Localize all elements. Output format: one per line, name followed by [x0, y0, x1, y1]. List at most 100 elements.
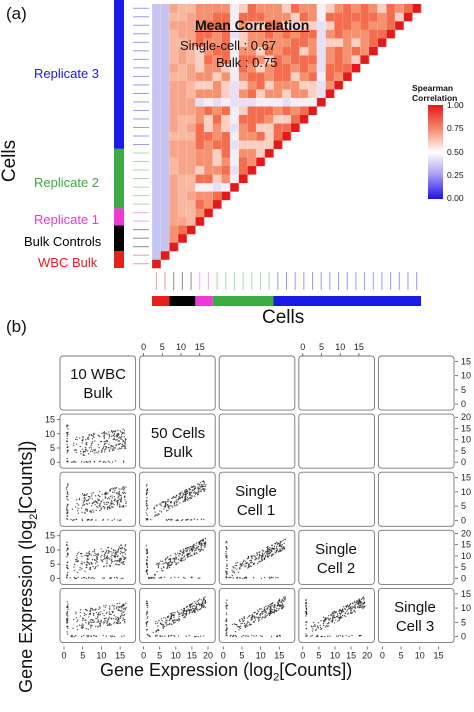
scatter-point — [80, 507, 83, 509]
heatmap-cell — [221, 182, 231, 192]
scatter-point — [166, 556, 169, 558]
heatmap-cell — [334, 12, 344, 22]
scatter-point — [122, 577, 124, 580]
scatter-point — [112, 635, 114, 637]
scatter-point — [273, 548, 276, 550]
scatter-point — [99, 624, 101, 626]
scatter-point — [148, 577, 151, 579]
scatter-point — [146, 497, 148, 499]
scatter-point — [107, 501, 109, 504]
scatter-point — [66, 440, 68, 442]
scatter-point — [237, 625, 240, 628]
diag-label-line: Cell 1 — [236, 502, 276, 519]
tick-label: 5 — [239, 651, 244, 661]
scatter-point — [264, 615, 267, 618]
legend-tick-050: 0.50 — [447, 147, 464, 157]
heatmap-cell — [195, 140, 205, 150]
diag-label-line: 50 Cells — [150, 425, 206, 442]
tick-label: 5 — [461, 562, 466, 572]
y-axis-sub: 2 — [27, 513, 40, 520]
scatter-point — [181, 491, 183, 493]
scatter-point — [119, 622, 121, 625]
scatter-point — [108, 449, 111, 451]
scatter-point — [363, 601, 365, 604]
scatter-point — [97, 552, 99, 555]
scatter-point — [117, 618, 120, 620]
scatter-point — [66, 495, 68, 498]
scatter-point — [99, 623, 102, 625]
scatter-point — [114, 563, 117, 566]
scatter-point — [122, 486, 124, 489]
scatter-point — [85, 564, 88, 566]
scatter-point — [103, 493, 106, 495]
scatter-point — [277, 609, 280, 611]
x-axis-end: [Counts]) — [279, 660, 353, 680]
scatter-point — [340, 612, 342, 615]
scatter-point — [199, 485, 201, 487]
scatter-point — [225, 624, 227, 626]
heatmap-cell — [195, 174, 205, 184]
scatter-point — [204, 546, 206, 548]
scatter-point — [246, 622, 249, 624]
scatter-point — [283, 600, 285, 602]
scatter-point — [102, 577, 104, 579]
heatmap-cell — [221, 72, 231, 81]
scatter-point — [171, 497, 173, 500]
empty-cell — [298, 471, 375, 527]
scatter-point — [188, 498, 190, 500]
scatter-point — [101, 493, 103, 496]
scatter-point — [255, 616, 257, 618]
heatmap-cell — [377, 12, 387, 22]
scatter-point — [166, 519, 168, 522]
scatter-point — [146, 633, 149, 636]
heatmap-cell — [368, 38, 378, 47]
diag-label-line: Cell 3 — [395, 618, 435, 635]
scatter-point — [282, 539, 284, 542]
scatter-point — [238, 627, 241, 629]
scatter-point — [325, 625, 328, 627]
scatter-point — [96, 621, 98, 623]
scatter-point — [170, 615, 173, 617]
scatter-point — [173, 622, 175, 624]
heatmap-diagonal-cell — [299, 114, 309, 124]
scatter-point — [183, 556, 185, 558]
scatter-point — [183, 555, 186, 557]
scatter-point — [103, 605, 105, 607]
scatter-point — [225, 575, 227, 577]
scatter-point — [337, 620, 339, 622]
scatter-point — [120, 494, 122, 497]
scatter-point — [111, 604, 113, 606]
scatter-point — [103, 555, 106, 558]
heatmap-cell — [256, 55, 266, 64]
scatter-point — [66, 437, 68, 440]
heatmap-cell — [169, 191, 179, 201]
scatter-point — [86, 561, 88, 564]
scatter-point — [121, 610, 123, 612]
heatmap-cell — [169, 80, 179, 90]
heatmap-cell — [238, 97, 248, 107]
tick-label: 15 — [45, 531, 55, 541]
tick-label: 0 — [461, 457, 466, 467]
heatmap-cell — [178, 106, 188, 116]
scatter-point — [146, 617, 148, 620]
scatter-point — [160, 503, 162, 505]
bulk-correlation: Bulk : 0.75 — [216, 55, 278, 70]
scatter-point — [323, 621, 325, 623]
heatmap-cell — [195, 46, 205, 56]
scatter-point — [66, 426, 68, 428]
scatter-point — [116, 504, 119, 506]
scatter-point — [117, 550, 119, 552]
scatter-point — [92, 441, 94, 443]
heatmap-cell — [204, 80, 214, 90]
empty-cell — [298, 355, 375, 411]
scatter-point — [322, 624, 325, 627]
heatmap-cell — [152, 199, 161, 209]
tick-label: 5 — [316, 651, 321, 661]
scatter-point — [122, 563, 124, 565]
scatter-point — [118, 498, 121, 500]
scatter-point — [283, 597, 285, 600]
scatter-point — [278, 599, 281, 602]
scatter-point — [89, 511, 92, 513]
scatter-point — [283, 547, 285, 549]
scatter-point — [189, 610, 191, 612]
